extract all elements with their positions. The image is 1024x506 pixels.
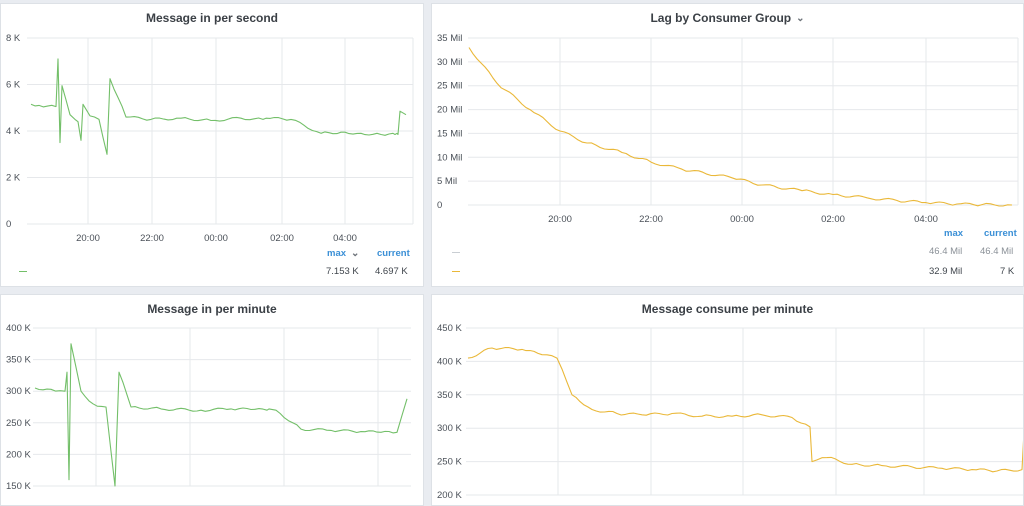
y-tick-label: 15 Mil xyxy=(437,128,462,139)
legend-max-value: 46.4 Mil xyxy=(929,246,963,257)
y-tick-label: 4 K xyxy=(6,126,21,137)
x-tick-label: 02:00 xyxy=(821,214,845,225)
series-line xyxy=(468,47,1013,207)
legend-series-swatch xyxy=(452,271,460,272)
y-tick-label: 250 K xyxy=(6,418,31,429)
panel-message-in-per-second[interactable]: Message in per second 0 2 K 4 K 6 K 8 K 20:00… xyxy=(0,3,424,287)
y-tick-label: 6 K xyxy=(6,80,21,91)
panel-lag-by-consumer-group[interactable]: Lag by Consumer Group ⌄ 0 5 Mil 10 Mil 15 Mi… xyxy=(431,3,1024,287)
chevron-down-icon: ⌄ xyxy=(796,12,805,24)
x-tick-label: 00:00 xyxy=(204,233,228,244)
x-tick-label: 22:00 xyxy=(639,214,663,225)
y-tick-label: 0 xyxy=(437,200,442,211)
legend-series-swatch xyxy=(452,252,460,253)
x-tick-label: 20:00 xyxy=(548,214,572,225)
legend-max-header[interactable]: max ⌄ xyxy=(327,248,360,259)
y-tick-label: 300 K xyxy=(437,423,462,434)
panel-message-consume-per-minute[interactable]: Message consume per minute 200 K 250 K 300… xyxy=(431,294,1024,506)
y-tick-label: 400 K xyxy=(6,323,31,334)
y-tick-label: 250 K xyxy=(437,457,462,468)
panel-title[interactable]: Message in per second xyxy=(145,11,279,25)
x-tick-label: 02:00 xyxy=(270,233,294,244)
y-tick-label: 10 Mil xyxy=(437,152,462,163)
y-tick-label: 400 K xyxy=(437,356,462,367)
panel-title[interactable]: Lag by Consumer Group ⌄ xyxy=(650,11,805,25)
y-tick-label: 0 xyxy=(6,219,11,230)
y-tick-label: 450 K xyxy=(437,323,462,334)
y-tick-label: 30 Mil xyxy=(437,57,462,68)
x-tick-label: 04:00 xyxy=(914,214,938,225)
series-line xyxy=(467,347,1023,473)
y-tick-label: 35 Mil xyxy=(437,33,462,44)
y-tick-label: 300 K xyxy=(6,386,31,397)
series-line xyxy=(30,58,407,155)
y-tick-label: 200 K xyxy=(437,490,462,501)
y-tick-label: 350 K xyxy=(6,355,31,366)
y-tick-label: 8 K xyxy=(6,33,21,44)
panel-title[interactable]: Message consume per minute xyxy=(641,302,814,316)
x-tick-label: 22:00 xyxy=(140,233,164,244)
legend-max-value: 32.9 Mil xyxy=(929,266,963,277)
y-tick-label: 20 Mil xyxy=(437,105,462,116)
y-tick-label: 5 Mil xyxy=(437,176,457,187)
y-tick-label: 25 Mil xyxy=(437,81,462,92)
legend-series-swatch xyxy=(19,271,27,272)
chart-message-consume-per-minute: 200 K 250 K 300 K 350 K 400 K 450 K xyxy=(437,323,1023,501)
legend-max-header[interactable]: max xyxy=(944,228,964,239)
y-tick-label: 2 K xyxy=(6,173,21,184)
legend-current-value: 4.697 K xyxy=(375,266,408,277)
legend-current-header[interactable]: current xyxy=(377,248,410,259)
legend-current-value: 46.4 Mil xyxy=(980,246,1014,257)
panel-message-in-per-minute[interactable]: Message in per minute 150 K 200 K 250 K 300… xyxy=(0,294,424,506)
legend-current-header[interactable]: current xyxy=(984,228,1017,239)
panel-title[interactable]: Message in per minute xyxy=(147,302,277,316)
x-tick-label: 20:00 xyxy=(76,233,100,244)
chart-message-in-per-minute: 150 K 200 K 250 K 300 K 350 K 400 K xyxy=(6,323,411,492)
chevron-down-icon: ⌄ xyxy=(351,248,360,259)
series-line xyxy=(34,343,408,487)
legend-max-value: 7.153 K xyxy=(326,266,359,277)
chart-message-in-per-second: 0 2 K 4 K 6 K 8 K 20:00 22:00 00:00 02:00 04:00 xyxy=(6,33,414,244)
x-tick-label: 00:00 xyxy=(730,214,754,225)
legend-current-value: 7 K xyxy=(1000,266,1015,277)
chart-lag-by-consumer-group: 0 5 Mil 10 Mil 15 Mil 20 Mil 25 Mil 30 Mil 35 M… xyxy=(437,33,1019,225)
y-tick-label: 350 K xyxy=(437,390,462,401)
y-tick-label: 150 K xyxy=(6,481,31,492)
y-tick-label: 200 K xyxy=(6,449,31,460)
x-tick-label: 04:00 xyxy=(333,233,357,244)
